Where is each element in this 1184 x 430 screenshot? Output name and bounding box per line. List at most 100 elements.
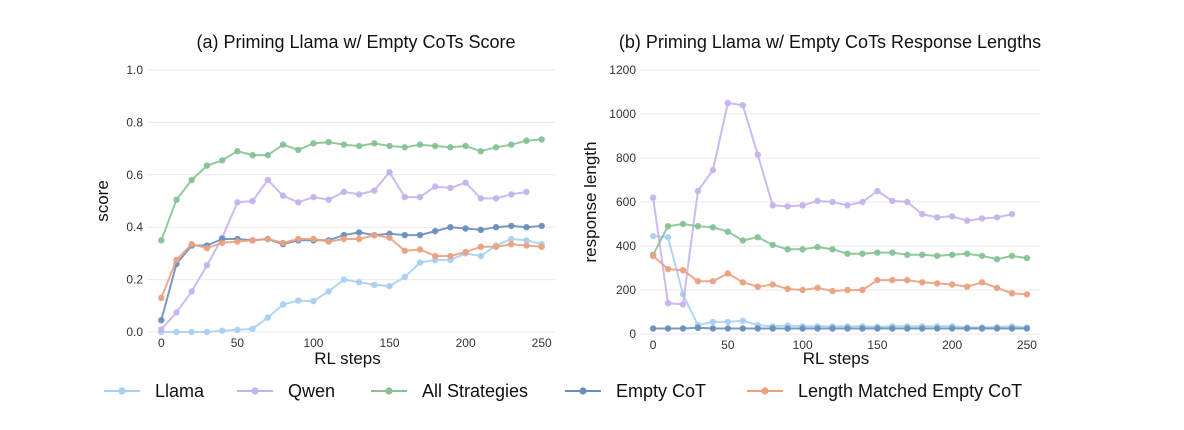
data-point [784, 246, 791, 253]
data-point [462, 248, 469, 256]
data-point [769, 241, 776, 249]
data-point [904, 198, 911, 206]
data-point [462, 225, 469, 232]
series-qwen [158, 168, 530, 333]
data-point [203, 162, 211, 169]
data-point [325, 196, 332, 203]
data-point [158, 237, 165, 244]
data-point [799, 202, 806, 209]
legend-item-qwen: Qwen [237, 381, 335, 401]
data-point [829, 287, 836, 295]
legend-swatch-marker [118, 387, 126, 395]
data-point [859, 250, 866, 257]
data-point [963, 217, 971, 224]
x-tick-label: 200 [456, 336, 476, 350]
data-point [859, 286, 866, 294]
data-point [371, 187, 378, 194]
data-point [173, 309, 180, 316]
data-point [724, 270, 732, 277]
data-point [889, 325, 896, 332]
x-tick-label: 50 [231, 336, 245, 350]
data-point [933, 280, 941, 287]
legend-item-llama: Llama [104, 381, 205, 401]
data-point [279, 301, 287, 308]
legend-item-all-strategies: All Strategies [371, 381, 528, 401]
data-point [523, 237, 530, 244]
data-point [664, 234, 672, 241]
data-point [664, 300, 672, 307]
data-point [1008, 210, 1016, 218]
y-tick-label: 600 [616, 195, 636, 209]
series-line [161, 238, 542, 333]
data-point [188, 241, 195, 248]
legend-swatch-marker [251, 387, 259, 395]
data-point [477, 252, 485, 260]
data-point [340, 276, 348, 283]
data-point [754, 151, 761, 158]
y-axis-label: response length [581, 142, 600, 263]
data-point [874, 325, 881, 332]
y-tick-label: 1.0 [126, 63, 143, 77]
y-tick-label: 0.0 [126, 325, 143, 339]
data-point [1008, 252, 1016, 260]
data-point [724, 99, 732, 107]
data-point [679, 267, 687, 274]
data-point [218, 327, 226, 334]
data-point [829, 325, 836, 332]
data-point [889, 249, 896, 256]
data-point [919, 325, 926, 332]
data-point [874, 276, 881, 284]
data-point [694, 278, 702, 285]
data-point [188, 288, 195, 295]
data-point [279, 192, 287, 199]
data-point [724, 325, 732, 332]
legend-swatch-marker [385, 387, 393, 395]
data-point [784, 203, 791, 210]
data-point [203, 244, 211, 252]
data-point [401, 247, 408, 254]
data-point [492, 224, 500, 231]
x-tick-label: 100 [793, 338, 813, 352]
data-point [963, 283, 971, 290]
data-point [933, 214, 941, 221]
data-point [538, 243, 545, 251]
data-point [264, 151, 272, 159]
data-point [371, 281, 378, 289]
chart-a: 0.0 0.2 0.4 0.6 0.8 1.0 0 50 100 150 200 250 (a) Pri… [93, 32, 555, 368]
legend-label: All Strategies [422, 381, 528, 401]
data-point [508, 241, 515, 248]
y-tick-label: 0 [629, 327, 636, 341]
series-line [160, 224, 542, 321]
data-point [724, 318, 732, 326]
y-tick-label: 0.4 [126, 220, 143, 234]
data-point [754, 325, 761, 332]
y-tick-label: 1000 [609, 107, 636, 121]
legend-item-empty-cot: Empty CoT [565, 381, 706, 401]
x-tick-label: 100 [303, 336, 323, 350]
data-point [799, 286, 806, 294]
data-point [664, 265, 672, 273]
data-point [173, 256, 180, 264]
data-point [234, 238, 241, 245]
data-point [784, 325, 791, 332]
data-point [431, 183, 439, 190]
data-point [963, 325, 971, 332]
data-point [401, 144, 408, 151]
data-point [416, 246, 424, 253]
data-point [933, 325, 941, 332]
data-point [844, 202, 851, 209]
data-point [173, 196, 180, 203]
data-point [295, 297, 302, 304]
series-all-strategies [158, 136, 545, 244]
data-point [799, 246, 806, 253]
series-line [652, 255, 1027, 296]
data-point [295, 235, 302, 243]
x-tick-label: 50 [721, 338, 735, 352]
data-point [295, 199, 302, 206]
data-point [874, 249, 881, 256]
data-point [158, 326, 165, 333]
y-tick-label: 1200 [609, 63, 636, 77]
data-point [754, 283, 761, 290]
data-point [371, 231, 378, 239]
